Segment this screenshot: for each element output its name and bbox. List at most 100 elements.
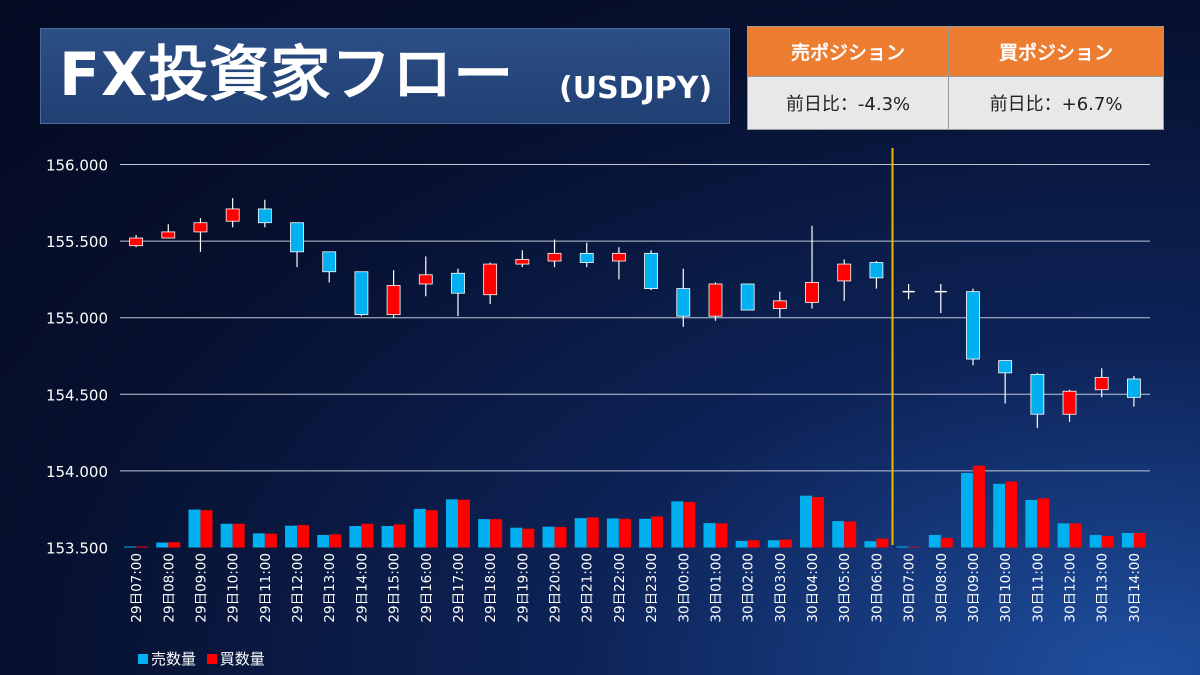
volume-bar-buy [812,497,825,548]
x-tick-label: 29日19:00 [515,553,531,623]
volume-bar-buy [490,519,503,548]
volume-bar-buy [779,539,792,548]
volume-bar-sell [703,523,716,548]
legend-item-sell: 売数量 [138,650,196,668]
buy-position-header: 買ポジション [948,26,1164,77]
volume-bar-buy [522,528,535,548]
candle-body-down [1127,378,1141,398]
candle-body-up [193,222,208,233]
volume-bar-buy [136,546,149,548]
volume-bar-sell [832,521,845,548]
candle-body-down [354,271,369,316]
volume-bar-sell [606,518,619,548]
candle-body-down [869,262,884,279]
x-tick-label: 29日12:00 [290,553,306,623]
y-tick-label: 154.000 [46,463,108,481]
candle-body-down [998,360,1013,374]
volume-bar-buy [715,523,728,548]
volume-bar-sell [445,499,458,548]
volume-bar-buy [1101,535,1114,548]
page-title: FX投資家フロー [59,40,515,110]
y-tick-label: 155.500 [46,233,108,251]
volume-bar-sell [767,540,780,548]
candle-body-up [129,237,143,247]
buy-position-change: 前日比：+6.7% [948,76,1164,130]
candle-body-up [837,263,852,282]
volume-bar-sell [188,509,201,548]
volume-bar-sell [864,541,877,548]
candle-body-up [418,274,433,285]
volume-bar-sell [220,523,233,548]
volume-bar-sell [671,501,684,548]
volume-bar-buy [264,533,277,548]
x-tick-label: 29日18:00 [483,553,499,623]
volume-bar-sell [478,519,491,548]
volume-bar-buy [457,499,470,548]
title-banner: FX投資家フロー (USDJPY) [40,28,730,124]
volume-bar-buy [1069,523,1082,548]
volume-bar-sell [156,542,169,548]
legend-item-buy: 買数量 [206,650,265,668]
candle-body-up [515,259,530,265]
volume-bar-buy [1037,498,1050,548]
candle-body-down [322,251,337,273]
volume-bar-sell [960,472,973,548]
candle-body-up [772,300,787,309]
x-tick-label: 29日10:00 [226,553,242,623]
x-tick-label: 29日09:00 [193,553,209,623]
volume-bar-buy [908,546,921,548]
candle-body-down [579,252,594,263]
volume-bar-buy [683,501,696,548]
y-tick-label: 156.000 [46,157,108,175]
volume-bar-sell [1025,499,1038,548]
volume-bar-buy [554,527,567,548]
volume-bar-sell [510,527,523,548]
volume-bar-buy [1005,481,1018,548]
volume-bar-sell [413,508,426,548]
x-tick-label: 30日13:00 [1095,553,1111,623]
legend-swatch-sell [138,654,148,664]
candle-body-up [161,231,176,239]
volume-bar-buy [940,537,953,548]
volume-bar-sell [381,526,394,548]
legend-label-buy: 買数量 [219,650,265,668]
x-tick-label: 29日14:00 [354,553,370,623]
x-tick-label: 29日13:00 [322,553,338,623]
page-subtitle: (USDJPY) [559,71,713,106]
volume-bar-sell [896,546,909,548]
volume-bar-sell [928,534,941,548]
candle-body-up [708,283,723,317]
volume-bar-buy [1133,532,1146,548]
candle-body-down [676,288,691,317]
y-tick-label: 155.000 [46,310,108,328]
x-tick-label: 29日17:00 [451,553,467,623]
volume-bar-buy [586,517,599,548]
candle-body-up [547,252,562,262]
x-tick-label: 30日10:00 [998,553,1014,623]
x-tick-label: 30日04:00 [805,553,821,623]
volume-bar-sell [574,518,587,548]
x-tick-label: 30日09:00 [966,553,982,623]
volume-bar-buy [618,518,631,548]
x-tick-label: 30日06:00 [869,553,885,623]
volume-bar-sell [1121,532,1134,548]
x-tick-label: 30日02:00 [741,553,757,623]
legend-label-sell: 売数量 [151,650,197,668]
candle-body-down [1030,373,1045,415]
volume-bar-sell [252,533,265,548]
sell-position-change: 前日比：-4.3% [746,76,950,130]
x-tick-label: 30日11:00 [1030,553,1046,623]
candle-body-down [740,283,755,311]
x-tick-label: 29日11:00 [258,553,274,623]
y-tick-label: 154.500 [46,386,108,404]
volume-bar-buy [747,540,760,548]
volume-bar-buy [393,524,406,548]
volume-bar-buy [844,521,857,548]
candle-body-up [1062,390,1077,415]
x-tick-label: 30日05:00 [837,553,853,623]
volume-bar-sell [993,483,1006,548]
x-tick-label: 30日07:00 [902,553,918,623]
candle-body-up [483,263,498,296]
candle-body-down [966,291,980,360]
